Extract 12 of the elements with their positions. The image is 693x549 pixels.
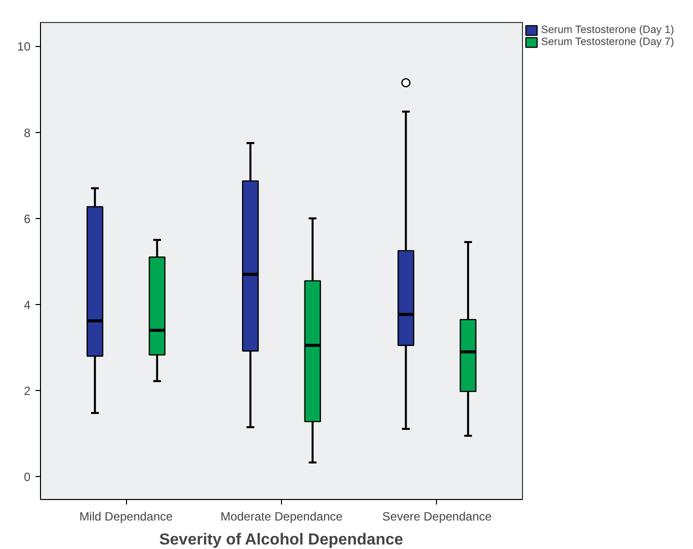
y-tick-label: 8 xyxy=(24,126,31,140)
y-tick-label: 0 xyxy=(24,470,31,484)
y-tick-label: 10 xyxy=(17,40,31,54)
legend-label: Serum Testosterone (Day 7) xyxy=(541,36,674,48)
y-tick-label: 6 xyxy=(24,212,31,226)
y-tick-label: 2 xyxy=(24,384,31,398)
y-tick-label: 4 xyxy=(24,298,31,312)
legend-label: Serum Testosterone (Day 1) xyxy=(541,24,674,36)
x-tick-label: Moderate Dependance xyxy=(220,510,343,524)
x-axis-title: Severity of Alcohol Dependance xyxy=(159,532,404,548)
x-tick-label: Severe Dependance xyxy=(382,510,492,524)
x-tick-label: Mild Dependance xyxy=(79,510,174,524)
